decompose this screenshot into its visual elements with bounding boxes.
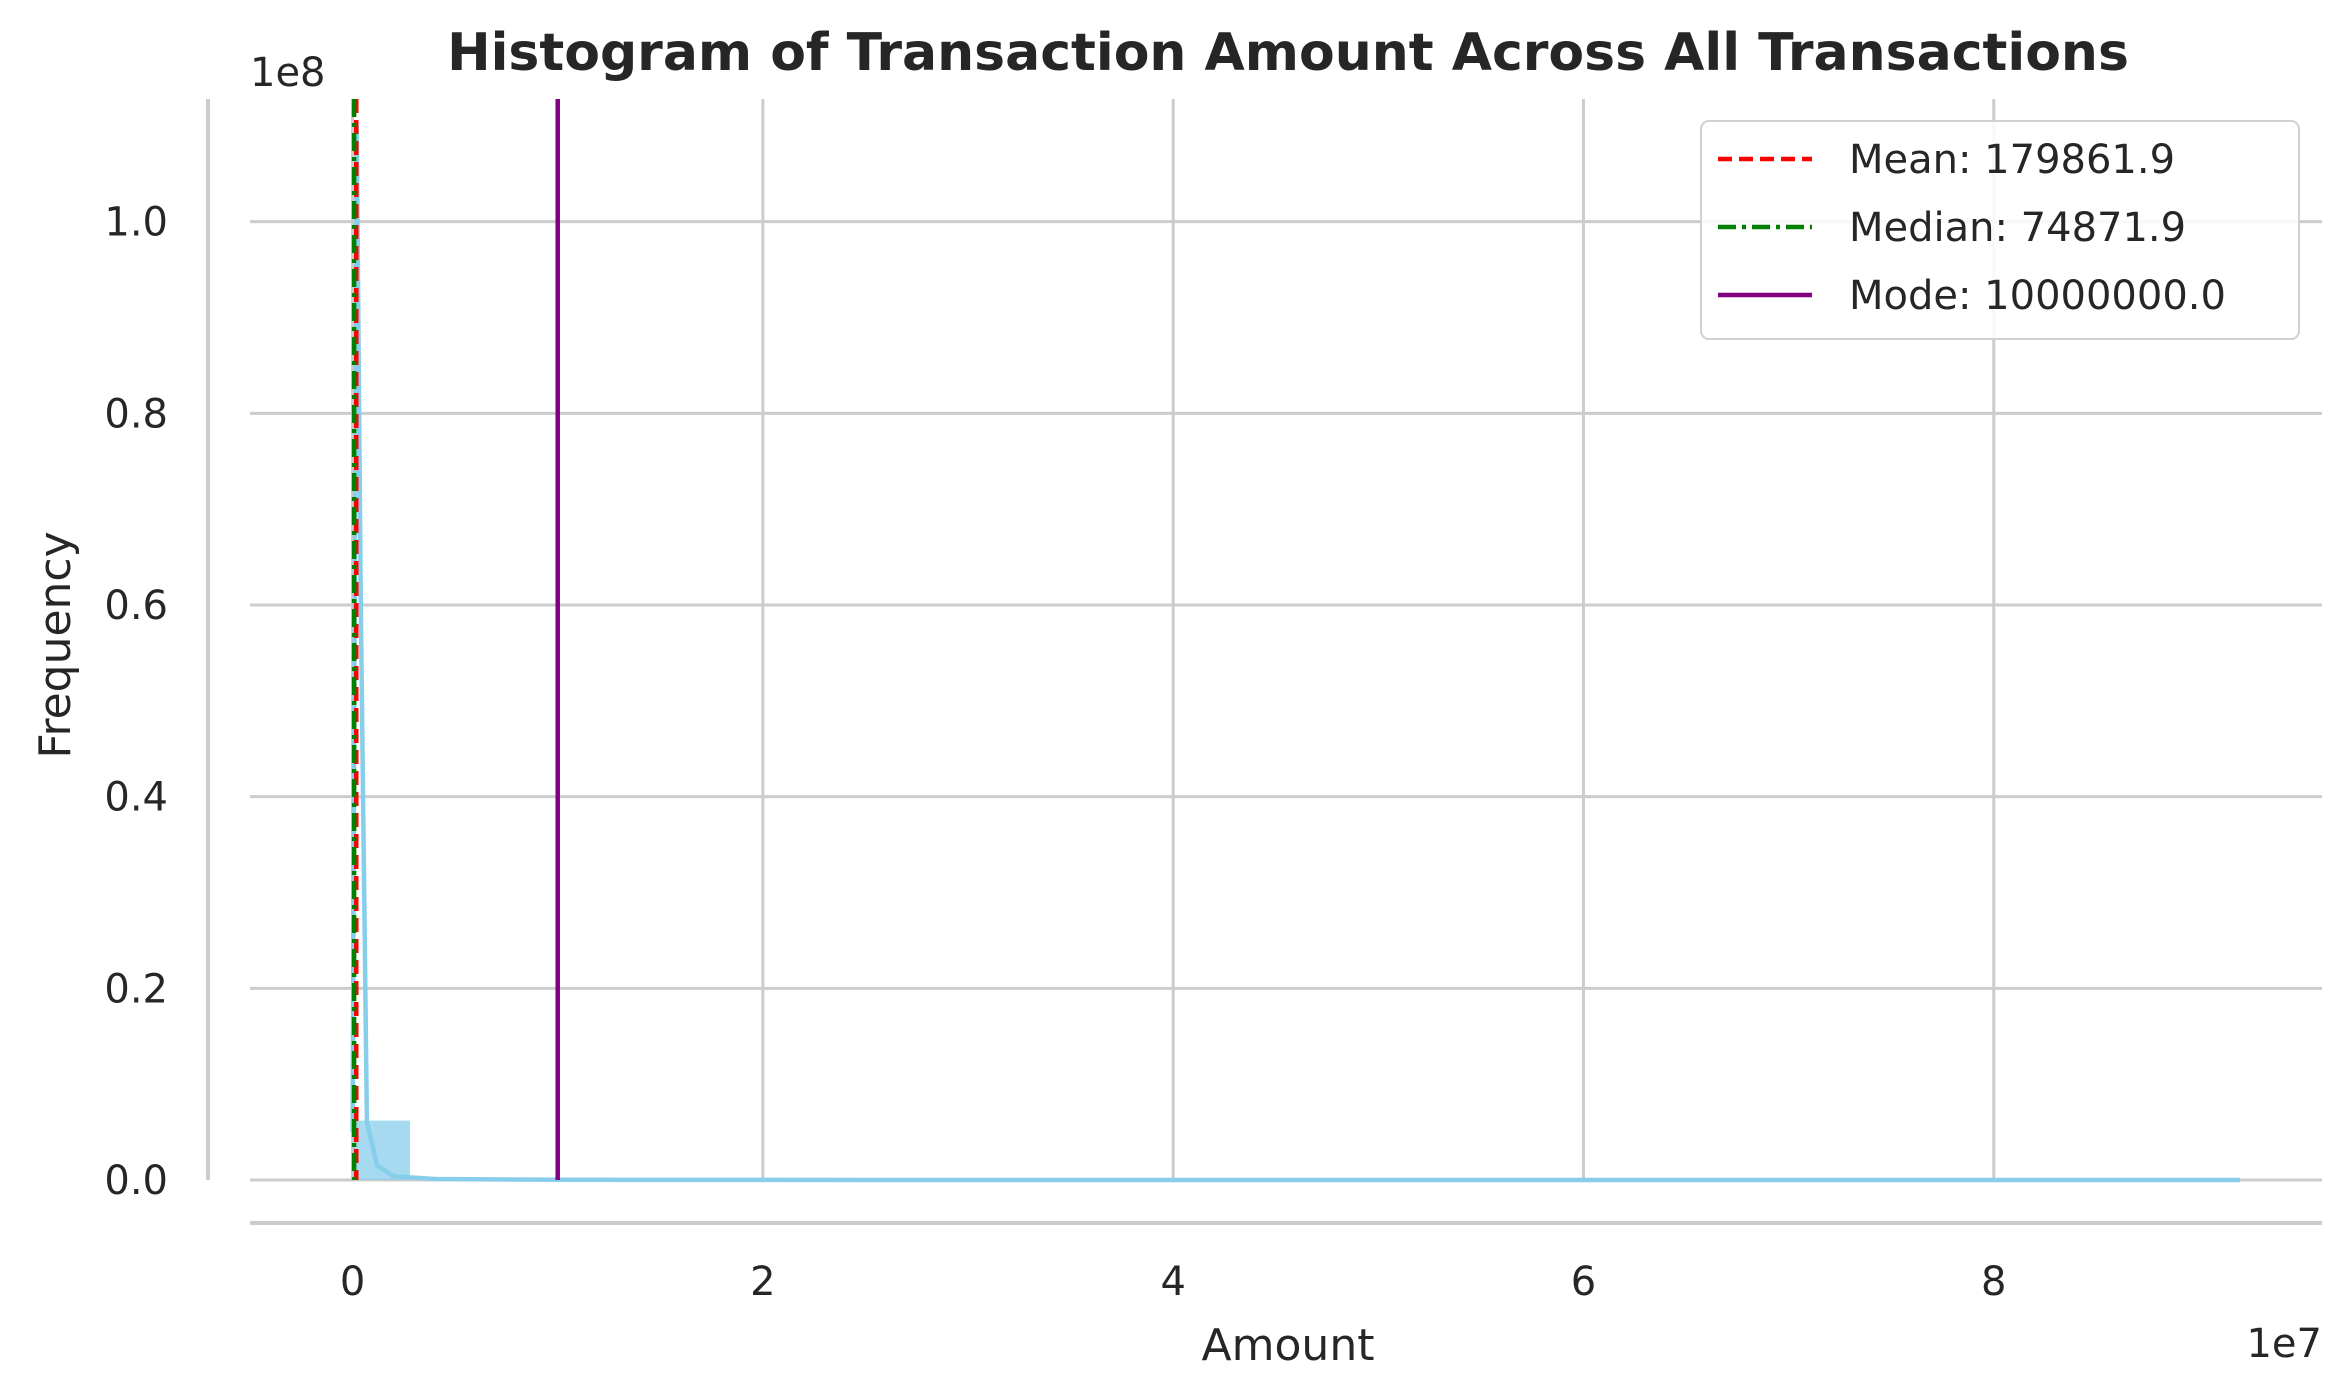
y-tick-label-2: 0.4 (104, 775, 168, 821)
axes (206, 99, 2322, 1225)
x-tick-label-3: 6 (1571, 1259, 1596, 1305)
chart-title: Histogram of Transaction Amount Across A… (447, 23, 2129, 83)
x-axis-label: Amount (1202, 1320, 1375, 1371)
legend-label-2: Mode: 10000000.0 (1849, 273, 2226, 319)
kde-line (350, 125, 2240, 1183)
x-tick-label-4: 8 (1981, 1259, 2006, 1305)
x-axis-offset-label: 1e7 (2246, 1321, 2322, 1367)
tick-labels: 0 2 4 6 8 0.0 0.2 0.4 0.6 0.8 1.0 (104, 200, 2006, 1305)
x-tick-label-0: 0 (340, 1259, 365, 1305)
y-tick-label-4: 0.8 (104, 391, 168, 437)
x-tick-label-2: 4 (1160, 1259, 1185, 1305)
legend-frame (1700, 120, 2300, 340)
legend: Mean: 179861.9 Median: 74871.9 Mode: 10000… (1700, 120, 2300, 340)
y-axis-offset-label: 1e8 (250, 50, 326, 96)
y-tick-label-0: 0.0 (104, 1158, 168, 1204)
kde-curve (350, 125, 2240, 1183)
histogram-bars (352, 1120, 411, 1180)
legend-label-0: Mean: 179861.9 (1849, 137, 2175, 183)
x-tick-label-1: 2 (750, 1259, 775, 1305)
y-tick-label-3: 0.6 (104, 583, 168, 629)
y-tick-label-5: 1.0 (104, 200, 168, 246)
reference-lines (351, 99, 560, 1180)
y-tick-label-1: 0.2 (104, 966, 168, 1012)
histogram-bar-0 (352, 1120, 411, 1180)
y-axis-label: Frequency (30, 531, 81, 758)
legend-label-1: Median: 74871.9 (1849, 205, 2186, 251)
